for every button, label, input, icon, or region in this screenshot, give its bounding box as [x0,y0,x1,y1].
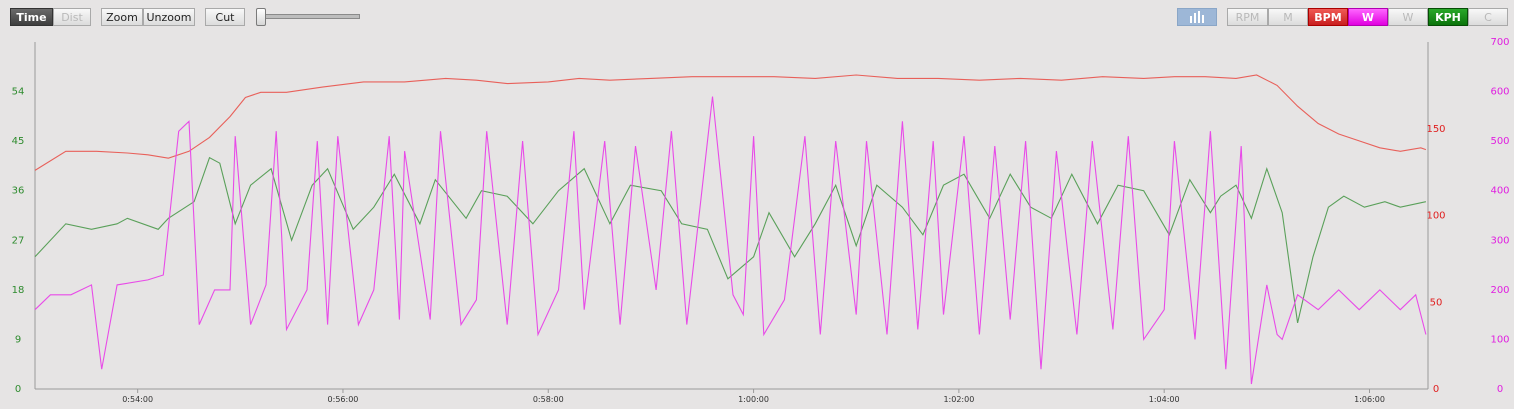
x-axis-tick-label: 0:56:00 [328,395,359,404]
power-axis-tick-label: 0 [1497,384,1503,395]
kph-toggle[interactable]: KPH [1428,8,1468,26]
bar-chart-icon [1190,11,1204,23]
bpm-axis-tick-label: 100 [1426,211,1445,222]
unzoom-button[interactable]: Unzoom [143,8,195,26]
speed-axis-tick-label: 27 [12,235,25,246]
x-axis-tick-label: 0:54:00 [122,395,153,404]
speed-axis-tick-label: 36 [12,186,25,197]
speed-axis-tick-label: 9 [15,334,21,345]
speed-axis-tick-label: 54 [12,87,25,98]
zoom-button[interactable]: Zoom [101,8,143,26]
speed-axis-tick-label: 18 [12,285,25,296]
power-axis-tick-label: 300 [1490,235,1509,246]
power-toggle[interactable]: W [1348,8,1388,26]
power-axis-tick-label: 100 [1490,334,1509,345]
chart-type-button[interactable] [1177,8,1217,26]
x-tick-layer: 0:54:00 0:56:00 0:58:00 1:00:00 1:02:00 1:04:… [122,389,1385,404]
bpm-axis-tick-label: 150 [1426,124,1445,135]
series-kph-line [34,156,1427,324]
w-toggle[interactable]: W [1388,8,1428,26]
time-button[interactable]: Time [10,8,53,26]
cut-button[interactable]: Cut [205,8,245,26]
speed-axis-tick-label: 0 [15,384,21,395]
x-axis-tick-label: 1:04:00 [1149,395,1180,404]
zoom-slider-handle[interactable] [256,8,266,26]
x-axis-tick-label: 1:00:00 [738,395,769,404]
x-axis-tick-label: 0:58:00 [533,395,564,404]
series-layer [34,74,1427,385]
bpm-toggle[interactable]: BPM [1308,8,1348,26]
power-axis-tick-label: 600 [1490,87,1509,98]
power-axis-tick-label: 200 [1490,285,1509,296]
power-axis-tick-label: 700 [1490,37,1509,48]
x-axis-tick-label: 1:06:00 [1354,395,1385,404]
rpm-toggle[interactable]: RPM [1227,8,1268,26]
c-toggle[interactable]: C [1468,8,1508,26]
speed-axis-tick-label: 45 [12,136,25,147]
bpm-axis-tick-label: 0 [1433,384,1439,395]
y-tick-layer: 0 9 18 27 36 45 54 0 50 100 150 0 100 200 300 400 500 600… [12,37,1510,395]
power-axis-tick-label: 500 [1490,136,1509,147]
x-axis-tick-label: 1:02:00 [943,395,974,404]
series-bpm-line [34,74,1427,171]
dist-button[interactable]: Dist [53,8,91,26]
series-w-line [34,96,1427,385]
m-toggle[interactable]: M [1268,8,1308,26]
bpm-axis-tick-label: 50 [1430,297,1443,308]
power-axis-tick-label: 400 [1490,186,1509,197]
